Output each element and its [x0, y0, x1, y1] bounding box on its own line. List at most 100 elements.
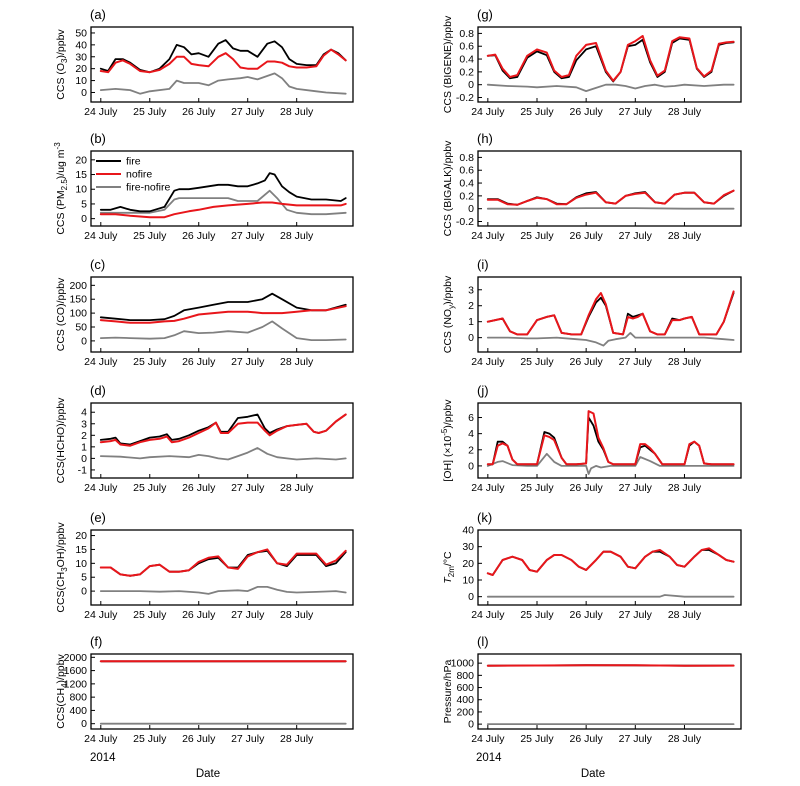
x-tick-label: 27 July	[619, 230, 653, 242]
y-tick-label: -1	[78, 464, 87, 476]
y-tick-label: -0.2	[456, 92, 474, 104]
x-tick-label: 27 July	[231, 733, 265, 745]
x-tick-label: 24 July	[84, 356, 118, 368]
x-tick-label: 25 July	[520, 356, 554, 368]
y-axis-label: CCS(HCHO)/ppbv	[55, 397, 67, 484]
x-tick-label: 28 July	[280, 609, 314, 621]
panel-label: (l)	[477, 634, 489, 649]
y-tick-label: 0	[468, 332, 474, 344]
x-tick-label: 27 July	[619, 106, 653, 118]
x-tick-label: 26 July	[570, 230, 604, 242]
panel-label: (j)	[477, 383, 489, 398]
x-tick-label: 28 July	[280, 356, 314, 368]
x-tick-label: 24 July	[471, 106, 505, 118]
series-line-fire-nofire	[99, 189, 347, 216]
plot-frame	[477, 402, 742, 479]
plot-frame	[477, 529, 742, 606]
y-tick-label: 0.8	[459, 152, 474, 164]
y-tick-label: 200	[69, 280, 87, 292]
x-tick-label: 28 July	[668, 609, 702, 621]
y-tick-label: 0	[468, 79, 474, 91]
y-axis-label: T2m/°C	[442, 551, 456, 584]
panel-label: (e)	[90, 510, 106, 525]
y-axis-label: CCS (NOy)/ppbv	[442, 275, 456, 353]
y-tick-label: 1	[468, 316, 474, 328]
y-tick-label: 0	[468, 591, 474, 603]
series-line-fire-nofire	[99, 447, 347, 461]
x-tick-label: 27 July	[231, 482, 265, 494]
y-tick-label: -0.2	[456, 216, 474, 228]
panel-label: (i)	[477, 257, 489, 272]
y-tick-label: 10	[75, 558, 87, 570]
year-label-left: 2014	[90, 752, 116, 764]
plot-frame	[90, 150, 354, 227]
series-line-fire	[486, 416, 735, 466]
y-tick-label: 50	[75, 322, 87, 334]
x-tick-label: 26 July	[182, 356, 216, 368]
plot-frame	[90, 653, 354, 730]
x-tick-label: 24 July	[471, 609, 505, 621]
y-tick-label: 0	[81, 718, 87, 730]
plot-frame	[477, 26, 742, 103]
x-tick-label: 28 July	[668, 356, 702, 368]
y-tick-label: 40	[75, 39, 87, 51]
y-tick-label: 0	[81, 87, 87, 99]
x-tick-label: 24 July	[84, 609, 118, 621]
x-tick-label: 24 July	[471, 230, 505, 242]
x-tick-label: 27 July	[231, 356, 265, 368]
plot-frame	[477, 150, 742, 227]
series-line-nofire	[99, 413, 347, 447]
y-tick-label: 0	[81, 213, 87, 225]
y-tick-label: 0	[468, 719, 474, 731]
x-tick-label: 27 July	[231, 609, 265, 621]
series-line-fire-nofire	[99, 586, 347, 595]
y-tick-label: 2000	[64, 652, 88, 664]
y-tick-label: 150	[69, 294, 87, 306]
xlabel-right: Date	[581, 768, 605, 780]
y-tick-label: 6	[468, 412, 474, 424]
panel-label: (f)	[90, 634, 102, 649]
series-line-nofire	[99, 305, 347, 324]
y-tick-label: 0	[81, 586, 87, 598]
y-tick-label: 1	[81, 441, 87, 453]
x-tick-label: 28 July	[668, 106, 702, 118]
y-tick-label: 0	[81, 453, 87, 465]
y-tick-label: 20	[75, 154, 87, 166]
y-tick-label: 0.8	[459, 28, 474, 40]
panel-label: (h)	[477, 131, 493, 146]
x-tick-label: 25 July	[133, 609, 167, 621]
legend-label-nofire: nofire	[126, 169, 152, 181]
x-tick-label: 24 July	[84, 733, 118, 745]
x-tick-label: 26 July	[570, 733, 604, 745]
x-tick-label: 24 July	[471, 356, 505, 368]
x-tick-label: 26 July	[182, 609, 216, 621]
series-line-fire	[99, 292, 347, 322]
x-tick-label: 28 July	[668, 482, 702, 494]
plot-frame	[477, 653, 742, 730]
y-tick-label: 3	[81, 418, 87, 430]
legend-label-fire: fire	[126, 156, 141, 168]
y-axis-label: CCS(CH3OH)/ppbv	[55, 522, 69, 613]
panel-g: -0.200.20.40.60.8 24 July 25 July 26 July 27…	[442, 7, 742, 118]
x-tick-label: 25 July	[520, 609, 554, 621]
y-axis-label: CCS (O3)/ppbv	[55, 29, 69, 100]
x-tick-label: 25 July	[133, 733, 167, 745]
y-tick-label: 30	[462, 541, 474, 553]
legend-label-fire-nofire: fire-nofire	[126, 182, 171, 194]
x-tick-label: 26 July	[570, 482, 604, 494]
x-tick-label: 25 July	[133, 230, 167, 242]
x-tick-label: 28 July	[280, 733, 314, 745]
series-line-fire-nofire	[486, 331, 735, 347]
x-tick-label: 26 July	[182, 230, 216, 242]
panel-b: 0 5 10 15 20 24 July 25 July 26 July 27 July 28 J…	[53, 131, 354, 242]
x-tick-label: 25 July	[520, 733, 554, 745]
panel-h: -0.200.20.40.60.8 24 July 25 July 26 July 27…	[442, 131, 742, 242]
x-tick-label: 26 July	[570, 356, 604, 368]
panel-label: (a)	[90, 7, 106, 22]
x-tick-label: 24 July	[471, 482, 505, 494]
panel-label: (b)	[90, 131, 106, 146]
y-tick-label: 1600	[64, 665, 88, 677]
